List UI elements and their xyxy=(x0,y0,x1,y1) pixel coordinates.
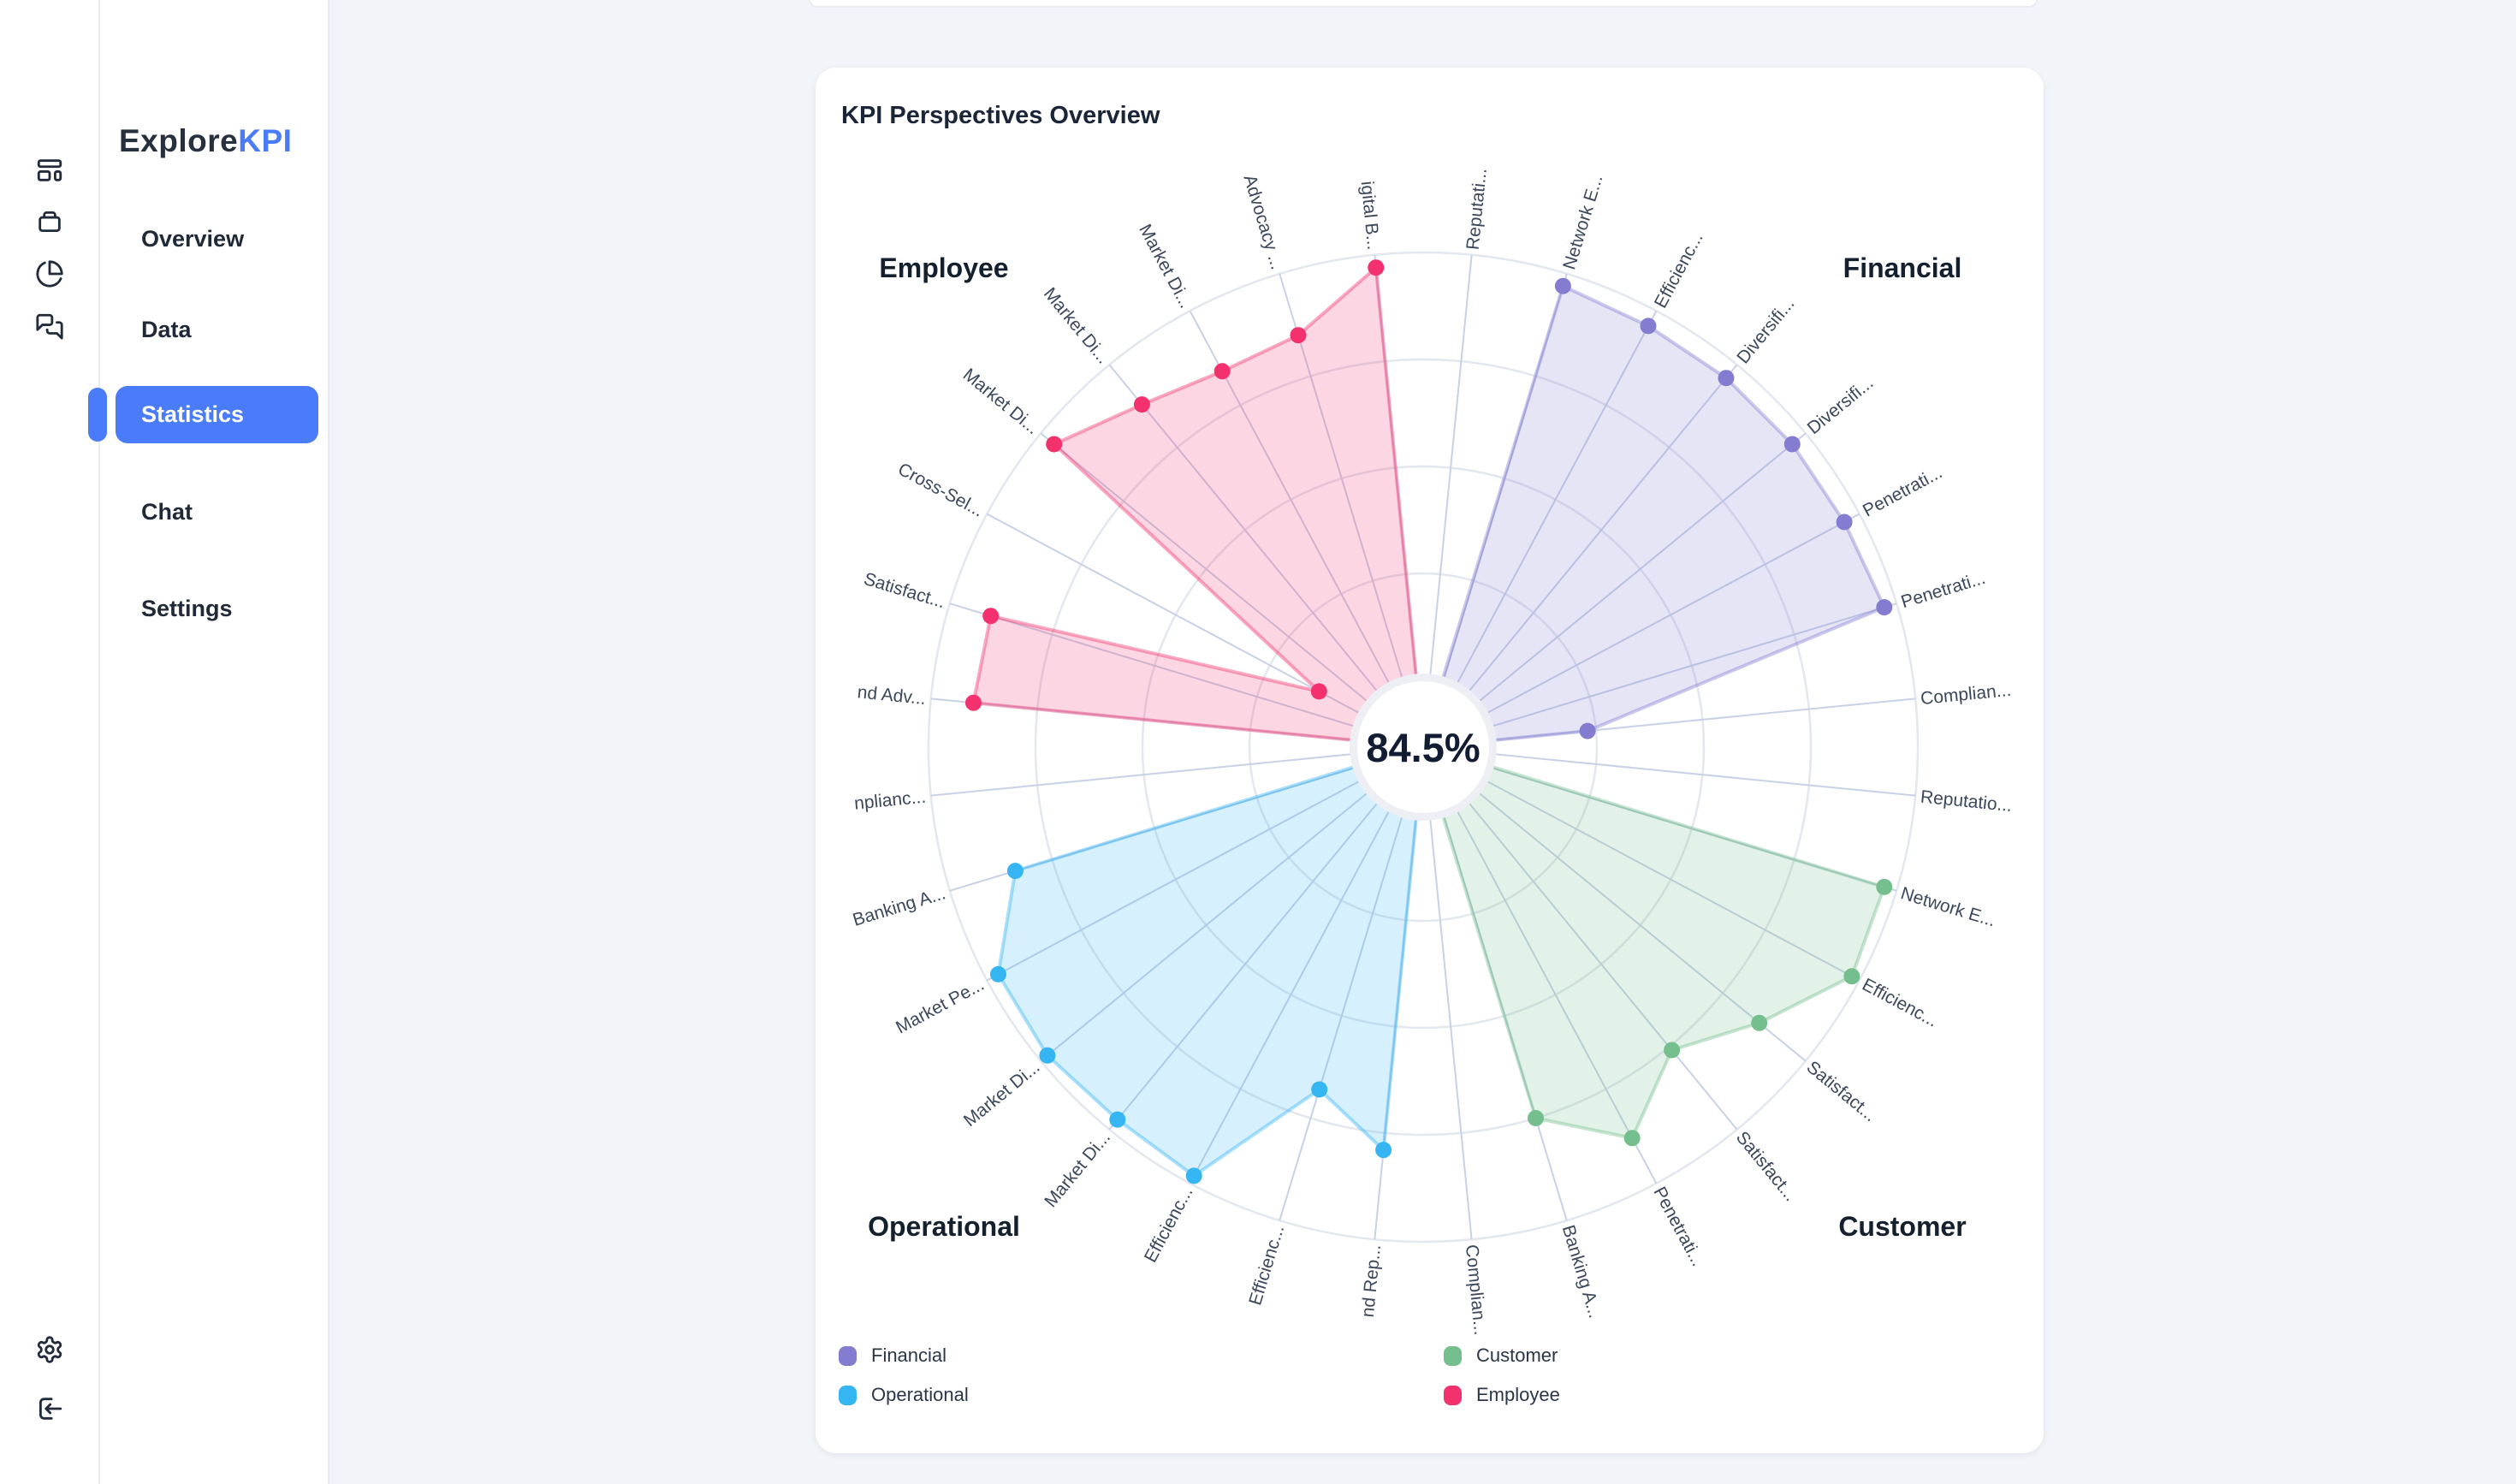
spoke-label: Banking A... xyxy=(1558,1223,1605,1321)
sidebar-item-settings[interactable]: Settings xyxy=(141,596,233,621)
legend-item-operational[interactable]: Operational xyxy=(839,1384,969,1406)
spoke-label: Complian... xyxy=(1920,680,2012,709)
legend-swatch-financial xyxy=(839,1345,857,1366)
messages-icon[interactable] xyxy=(35,312,64,341)
sidebar-item-overview[interactable]: Overview xyxy=(141,226,245,252)
spoke-label: Market Pe... xyxy=(893,975,988,1038)
log-in-icon[interactable] xyxy=(35,1394,64,1423)
spoke-label: Cross-Sel... xyxy=(894,460,987,521)
sidebar: ExploreKPI Overview Data Statistics Chat… xyxy=(88,0,329,1484)
spoke-label: nplianc... xyxy=(853,787,927,814)
legend-item-employee[interactable]: Employee xyxy=(1444,1384,1560,1406)
quadrant-label-employee: Employee xyxy=(879,252,1008,283)
legend-label: Employee xyxy=(1476,1384,1560,1405)
quadrant-label-operational: Operational xyxy=(868,1211,1020,1242)
pie-chart-icon[interactable] xyxy=(35,259,64,288)
spoke-label: Market Di... xyxy=(959,365,1043,438)
spoke-label: Diversifi... xyxy=(1804,373,1878,438)
spoke-label: Market Di... xyxy=(1040,284,1113,368)
spoke-label: Diversifi... xyxy=(1733,294,1798,368)
svg-text:84.5%: 84.5% xyxy=(1366,725,1480,770)
logo-text-primary: Explore xyxy=(119,123,239,158)
settings-icon[interactable] xyxy=(35,1335,64,1364)
spoke-label: Reputatio... xyxy=(1920,787,2013,816)
legend-swatch-customer xyxy=(1444,1345,1462,1366)
spoke-label: Complian... xyxy=(1462,1244,1490,1336)
spoke-label: igital B... xyxy=(1357,181,1384,251)
legend-label: Customer xyxy=(1476,1345,1558,1366)
legend-label: Financial xyxy=(871,1345,947,1366)
legend-label: Operational xyxy=(871,1384,969,1405)
kpi-overview-card: KPI Perspectives Overview 84.5% Reputati.… xyxy=(816,68,2044,1453)
spoke-label: nd Adv... xyxy=(857,682,927,709)
spoke-label: Satisfact... xyxy=(1803,1057,1880,1125)
sidebar-item-statistics[interactable]: Statistics xyxy=(116,386,318,443)
spoke-label: Network E... xyxy=(1559,173,1606,272)
spoke-label: Market Di... xyxy=(960,1057,1044,1131)
spoke-label: Efficienc... xyxy=(1859,975,1941,1031)
legend-item-customer[interactable]: Customer xyxy=(1444,1345,1558,1367)
icon-rail xyxy=(0,0,100,1484)
archive-icon[interactable] xyxy=(35,207,64,236)
spoke-label: Penetrati... xyxy=(1649,1184,1707,1269)
spoke-label: Market Di... xyxy=(1041,1128,1114,1212)
spoke-label: Penetrati... xyxy=(1860,462,1945,520)
active-nav-indicator xyxy=(88,388,107,442)
scrolled-card-edge xyxy=(809,0,2038,8)
legend-item-financial[interactable]: Financial xyxy=(839,1345,946,1367)
spoke-label: Efficienc... xyxy=(1141,1184,1197,1266)
spoke-label: Efficienc... xyxy=(1651,229,1707,312)
spoke-label: Satisfact... xyxy=(862,569,948,612)
spoke-label: Penetrati... xyxy=(1899,568,1988,612)
quadrant-label-financial: Financial xyxy=(1843,252,1962,283)
sidebar-item-chat[interactable]: Chat xyxy=(141,499,193,525)
logo-text-accent: KPI xyxy=(238,123,293,158)
app-logo: ExploreKPI xyxy=(119,123,292,159)
spoke-label: Reputati... xyxy=(1463,167,1491,251)
layout-dashboard-icon[interactable] xyxy=(35,156,64,185)
card-title: KPI Perspectives Overview xyxy=(841,102,1160,129)
spoke-label: Efficienc... xyxy=(1245,1223,1288,1308)
legend-swatch-operational xyxy=(839,1385,857,1405)
quadrant-label-customer: Customer xyxy=(1838,1211,1966,1242)
spoke-label: nd Rep... xyxy=(1358,1244,1385,1318)
legend-swatch-employee xyxy=(1444,1385,1462,1405)
spoke-label: Advocacy ... xyxy=(1239,173,1286,272)
spoke-label: Network E... xyxy=(1898,883,1997,930)
spoke-label: Banking A... xyxy=(851,883,948,930)
spoke-label: Satisfact... xyxy=(1732,1128,1801,1205)
kpi-radar-chart: 84.5% Reputati... Network E... Efficienc...… xyxy=(820,141,2024,1348)
sidebar-item-data[interactable]: Data xyxy=(141,317,192,342)
spoke-label: Market Di... xyxy=(1135,221,1196,312)
